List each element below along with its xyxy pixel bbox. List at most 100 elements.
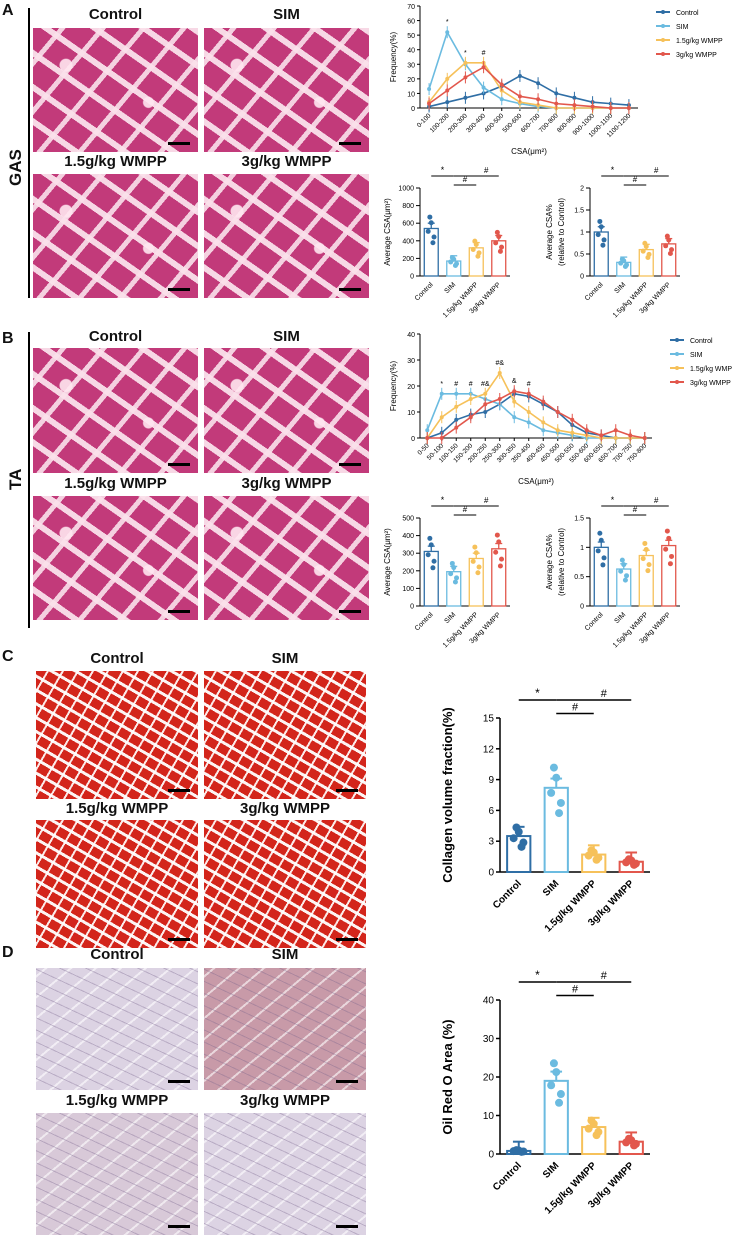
x-tick-label: SIM [444, 281, 458, 295]
y-axis-label-2: (relative to Control) [557, 528, 566, 596]
image-label-control: Control [88, 6, 143, 23]
panel-letter-d: D [2, 944, 14, 961]
image-label-high: 3g/kg WMPP [239, 1092, 330, 1109]
y-axis-label: Average CSA(μm²) [383, 198, 392, 266]
bar [661, 544, 677, 607]
y-axis-label: Collagen volume fraction(%) [440, 707, 455, 883]
data-point [555, 428, 560, 433]
y-tick-label: 30 [407, 62, 415, 69]
data-point [463, 95, 468, 100]
significance-mark: # [527, 381, 531, 388]
x-tick-label: Control [584, 611, 605, 632]
data-point [572, 95, 577, 100]
y-tick-label: 30 [407, 358, 415, 365]
bar [468, 557, 484, 607]
y-tick-label: 40 [407, 332, 415, 339]
legend-label: 1.5g/kg WMPP [676, 38, 723, 45]
y-tick-label: 10 [407, 410, 415, 417]
data-dot [584, 1124, 593, 1133]
scale-bar [168, 938, 190, 941]
data-point [497, 397, 502, 401]
data-dot [618, 568, 624, 574]
image-label-sim: SIM [271, 650, 299, 667]
image-label-low: 1.5g/kg WMPP [64, 475, 167, 492]
data-dot [664, 233, 670, 239]
data-dot [517, 1147, 526, 1156]
panel-letter-c: C [2, 648, 14, 665]
data-dot [643, 546, 649, 552]
data-point [599, 433, 604, 438]
data-dot [470, 247, 476, 253]
micrograph-sim [204, 348, 369, 473]
data-dot [669, 247, 675, 253]
data-point [445, 88, 450, 93]
sig-mark: # [484, 496, 489, 505]
micrograph-sim [204, 28, 369, 152]
sig-mark: # [601, 688, 608, 700]
data-dot [600, 562, 606, 568]
data-dot [642, 540, 648, 546]
data-dot [630, 1141, 639, 1150]
data-dot [556, 798, 565, 807]
data-point [439, 415, 444, 420]
scale-bar [168, 789, 190, 792]
image-label-control: Control [90, 946, 144, 963]
data-dot [622, 263, 628, 269]
significance-mark: # [454, 381, 458, 388]
x-tick-label: Control [584, 281, 605, 302]
data-dot [642, 240, 648, 246]
y-tick-label: 10 [407, 91, 415, 98]
y-tick-label: 300 [402, 551, 414, 558]
bar [638, 554, 654, 607]
y-tick-label: 0 [410, 273, 414, 280]
series-line [426, 392, 645, 439]
data-point [439, 436, 444, 440]
data-point [584, 428, 589, 433]
scale-bar [168, 142, 190, 145]
data-dot [595, 232, 601, 238]
scale-bar [336, 789, 358, 792]
data-point [541, 428, 546, 433]
data-point [468, 415, 473, 420]
scale-bar [339, 463, 361, 466]
data-dot [452, 579, 458, 585]
y-tick-label: 10 [483, 1111, 495, 1122]
data-point [499, 97, 504, 102]
y-tick-label: 600 [402, 221, 414, 228]
y-tick-label: 70 [407, 4, 415, 11]
y-tick-label: 40 [483, 996, 495, 1007]
data-dot [452, 263, 458, 269]
data-dot [425, 552, 431, 558]
y-axis-label: Average CSA% [545, 534, 554, 589]
data-point [468, 397, 473, 401]
data-point [555, 410, 560, 414]
data-dot [547, 1081, 556, 1090]
scale-bar [168, 288, 190, 291]
scale-bar [168, 463, 190, 466]
data-point [483, 391, 488, 396]
legend-marker [661, 38, 665, 42]
data-point [526, 420, 531, 425]
image-label-sim: SIM [273, 328, 300, 345]
sig-mark: # [572, 702, 579, 714]
data-dot [555, 1098, 564, 1107]
series-line [426, 371, 645, 439]
data-dot [646, 562, 652, 568]
scale-bar [168, 610, 190, 613]
y-tick-label: 0 [488, 868, 494, 879]
micrograph-low [33, 496, 198, 620]
y-tick-label: 15 [483, 714, 495, 725]
sig-mark: # [463, 175, 468, 184]
legend-marker [675, 352, 679, 356]
sig-mark: # [654, 166, 659, 175]
y-tick-label: 1 [580, 545, 584, 552]
data-dot [552, 773, 561, 782]
data-dot [430, 240, 436, 246]
data-point [439, 391, 444, 396]
scale-bar [336, 1080, 358, 1083]
data-point [497, 371, 502, 375]
data-point [541, 399, 546, 404]
panel-letter-b: B [2, 330, 14, 347]
data-dot [556, 1090, 565, 1099]
data-dot [496, 539, 502, 545]
